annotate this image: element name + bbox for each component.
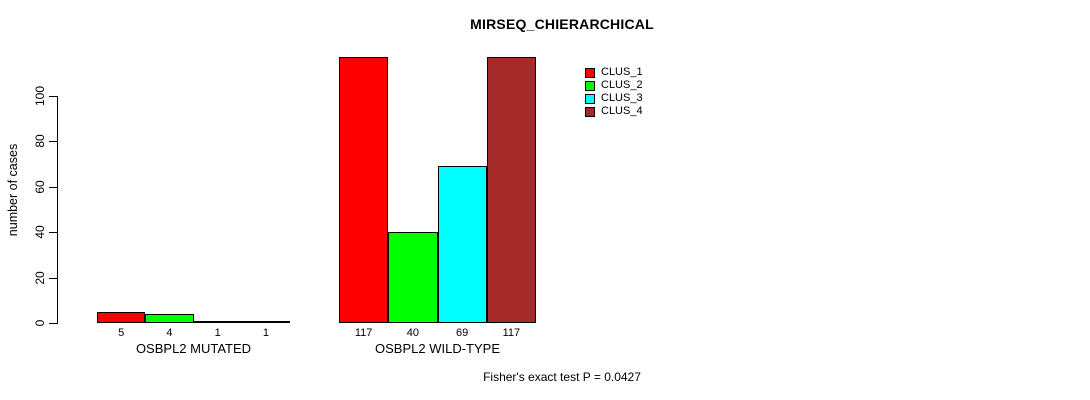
bar-value-label: 40: [406, 327, 419, 339]
legend-item: CLUS_3: [585, 92, 643, 105]
legend-label: CLUS_1: [601, 66, 643, 78]
y-tick-label: 80: [33, 134, 47, 149]
y-tick: [49, 277, 57, 279]
legend-item: CLUS_1: [585, 66, 643, 79]
bar-osbpl2-mutated-clus-3: [193, 320, 242, 323]
legend-label: CLUS_2: [601, 79, 643, 91]
y-tick: [49, 96, 57, 97]
y-tick-label: 100: [33, 85, 47, 107]
footer-stat-text: Fisher's exact test P = 0.0427: [483, 370, 641, 384]
bar-osbpl2-wild-type-clus-1: [339, 57, 389, 323]
y-tick: [49, 186, 57, 188]
legend-color-swatch-clus-1: [585, 67, 595, 78]
y-axis-line: [57, 96, 58, 324]
y-axis-label: number of cases: [6, 143, 20, 237]
legend-item: CLUS_4: [585, 105, 643, 118]
y-tick-label: 0: [33, 319, 47, 327]
y-tick: [49, 141, 57, 143]
y-tick-label: 20: [33, 270, 47, 285]
bar-value-label: 1: [214, 327, 221, 339]
bar-value-label: 117: [354, 327, 373, 339]
bar-value-label: 69: [456, 327, 469, 339]
chart-title: MIRSEQ_CHIERARCHICAL: [470, 16, 654, 32]
legend-item: CLUS_2: [585, 79, 643, 92]
bar-osbpl2-wild-type-clus-3: [437, 166, 487, 323]
bar-value-label: 4: [166, 327, 173, 339]
bar-osbpl2-wild-type-clus-4: [486, 57, 536, 323]
legend: CLUS_1 CLUS_2 CLUS_3 CLUS_4: [585, 66, 643, 118]
group-axis-label: OSBPL2 WILD-TYPE: [375, 341, 500, 356]
bar-value-label: 5: [118, 327, 125, 339]
legend-color-swatch-clus-2: [585, 80, 595, 91]
y-tick-label: 60: [33, 180, 47, 194]
legend-label: CLUS_4: [601, 105, 643, 117]
legend-label: CLUS_3: [601, 92, 643, 104]
bar-osbpl2-mutated-clus-1: [97, 311, 146, 323]
legend-color-swatch-clus-4: [585, 106, 595, 117]
bar-osbpl2-mutated-clus-2: [145, 313, 194, 323]
bar-osbpl2-wild-type-clus-2: [388, 232, 438, 323]
legend-color-swatch-clus-3: [585, 93, 595, 104]
bar-value-label: 1: [262, 327, 269, 339]
bar-osbpl2-mutated-clus-4: [241, 320, 290, 323]
y-tick: [49, 323, 57, 324]
group-axis-label: OSBPL2 MUTATED: [135, 341, 252, 356]
y-tick-label: 40: [33, 225, 47, 239]
y-tick: [49, 232, 57, 234]
bar-value-label: 117: [502, 327, 521, 339]
